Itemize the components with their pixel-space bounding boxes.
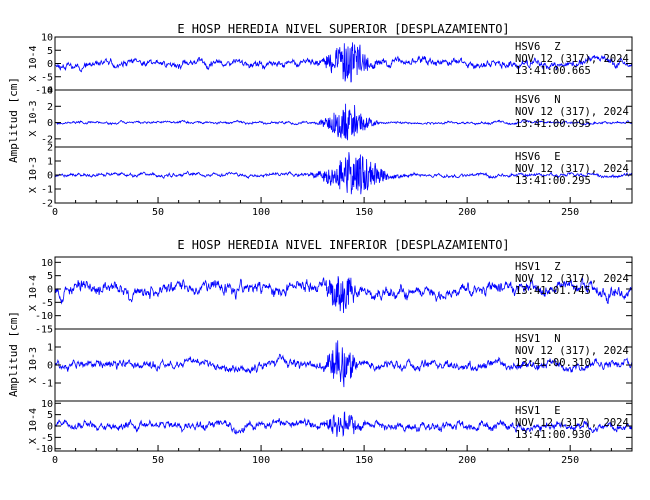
x-tick-label: 200 xyxy=(458,207,476,218)
y-axis-label: Amplitud [cm] xyxy=(7,311,20,397)
x-tick-label: 150 xyxy=(355,207,373,218)
x-tick-label: 250 xyxy=(561,455,579,466)
x-tick-label: 50 xyxy=(152,455,164,466)
trace-station-label: HSV1 N xyxy=(515,333,561,345)
trace-start-time: 13:41:00.930 xyxy=(515,429,591,441)
x-tick-label: 150 xyxy=(355,455,373,466)
chart-group-0: E HOSP HEREDIA NIVEL SUPERIOR [DESPLAZAM… xyxy=(7,22,633,218)
y-tick-label: 5 xyxy=(47,46,53,57)
station-code: HSV1 xyxy=(515,261,540,273)
y-tick-label: 2 xyxy=(47,102,53,113)
station-code: HSV1 xyxy=(515,405,540,417)
x-tick-label: 0 xyxy=(52,207,58,218)
trace-date: NOV 12 (317), 2024 xyxy=(515,417,629,429)
trace-date: NOV 12 (317), 2024 xyxy=(515,53,629,65)
station-code: HSV6 xyxy=(515,151,540,163)
y-tick-label: -10 xyxy=(35,86,53,97)
trace-station-label: HSV6 N xyxy=(515,94,561,106)
y-tick-label: 0 xyxy=(47,285,53,296)
scale-label: X 10-4 xyxy=(28,45,39,81)
station-code: HSV1 xyxy=(515,333,540,345)
scale-label: X 10-3 xyxy=(28,100,39,136)
trace-date: NOV 12 (317), 2024 xyxy=(515,106,629,118)
trace-station-label: HSV6 E xyxy=(515,151,561,163)
x-tick-label: 50 xyxy=(152,207,164,218)
y-tick-label: 0 xyxy=(47,118,53,129)
trace-start-time: 13:41:00.095 xyxy=(515,118,591,130)
y-tick-label: 10 xyxy=(41,33,53,44)
station-code: HSV6 xyxy=(515,41,540,53)
y-tick-label: -5 xyxy=(41,433,53,444)
trace-date: NOV 12 (317), 2024 xyxy=(515,345,629,357)
component-code: N xyxy=(554,94,560,106)
y-tick-label: 1 xyxy=(47,343,53,354)
x-tick-label: 100 xyxy=(252,207,270,218)
trace-date: NOV 12 (317), 2024 xyxy=(515,273,629,285)
y-tick-label: 5 xyxy=(47,410,53,421)
y-tick-label: -5 xyxy=(41,298,53,309)
chart-group-1: E HOSP HEREDIA NIVEL INFERIOR [DESPLAZAM… xyxy=(7,238,633,466)
y-tick-label: 2 xyxy=(47,143,53,154)
y-tick-label: -1 xyxy=(41,185,53,196)
scale-label: X 10-3 xyxy=(28,157,39,193)
trace-start-time: 13:41:01.745 xyxy=(515,285,591,297)
station-code: HSV6 xyxy=(515,94,540,106)
y-tick-label: 5 xyxy=(47,271,53,282)
y-tick-label: 10 xyxy=(41,258,53,269)
scale-label: X 10-4 xyxy=(28,408,39,444)
y-tick-label: -10 xyxy=(35,444,53,455)
y-tick-label: -2 xyxy=(41,134,53,145)
waveform-trace xyxy=(54,152,633,195)
waveform-trace xyxy=(54,340,633,388)
trace-station-label: HSV6 Z xyxy=(515,41,561,53)
trace-start-time: 13:41:00.295 xyxy=(515,175,591,187)
y-tick-label: -2 xyxy=(41,199,53,210)
component-code: E xyxy=(554,405,560,417)
x-tick-label: 200 xyxy=(458,455,476,466)
waveform-trace xyxy=(54,42,633,83)
y-tick-label: 0 xyxy=(47,422,53,433)
y-tick-label: -10 xyxy=(35,311,53,322)
y-tick-label: -1 xyxy=(41,379,53,390)
trace-station-label: HSV1 Z xyxy=(515,261,561,273)
chart-title: E HOSP HEREDIA NIVEL SUPERIOR [DESPLAZAM… xyxy=(177,22,509,36)
x-tick-label: 0 xyxy=(52,455,58,466)
trace-station-label: HSV1 E xyxy=(515,405,561,417)
waveform-trace xyxy=(54,411,633,438)
y-tick-label: 0 xyxy=(47,59,53,70)
component-code: Z xyxy=(554,41,560,53)
x-tick-label: 250 xyxy=(561,207,579,218)
waveform-trace xyxy=(54,276,633,314)
component-code: Z xyxy=(554,261,560,273)
trace-start-time: 13:41:00.310 xyxy=(515,357,591,369)
y-tick-label: 0 xyxy=(47,361,53,372)
trace-start-time: 13:41:00.665 xyxy=(515,65,591,77)
y-tick-label: 4 xyxy=(47,86,53,97)
component-code: E xyxy=(554,151,560,163)
trace-date: NOV 12 (317), 2024 xyxy=(515,163,629,175)
chart-title: E HOSP HEREDIA NIVEL INFERIOR [DESPLAZAM… xyxy=(177,238,509,252)
scale-label: X 10-3 xyxy=(28,347,39,383)
y-tick-label: -5 xyxy=(41,72,53,83)
y-tick-label: -15 xyxy=(35,325,53,336)
component-code: N xyxy=(554,333,560,345)
waveform-trace xyxy=(54,103,633,141)
y-tick-label: 0 xyxy=(47,171,53,182)
x-tick-label: 100 xyxy=(252,455,270,466)
y-axis-label: Amplitud [cm] xyxy=(7,77,20,163)
y-tick-label: 1 xyxy=(47,157,53,168)
scale-label: X 10-4 xyxy=(28,275,39,311)
y-tick-label: 10 xyxy=(41,399,53,410)
